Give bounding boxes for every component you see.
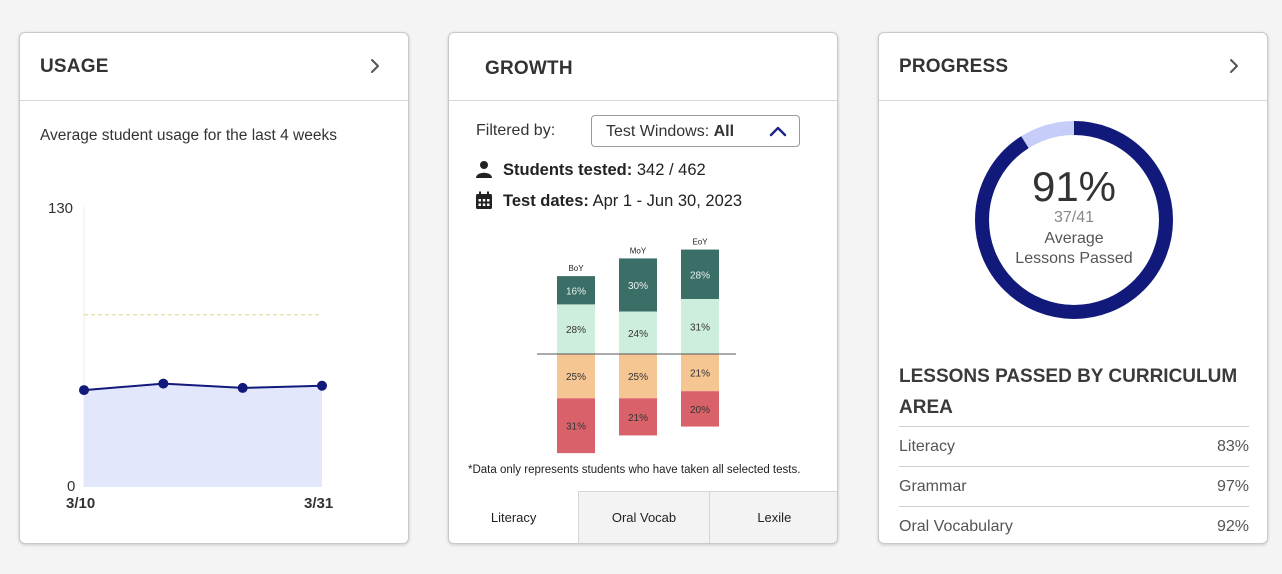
area-name: Oral Vocabulary [899, 517, 1013, 535]
bar-data-label: 28% [690, 270, 710, 281]
usage-data-point [158, 378, 169, 389]
lessons-by-area-title: LESSONS PASSED BY CURRICULUM AREA [899, 366, 1238, 418]
bar-data-label: 20% [690, 405, 710, 416]
lessons-passed-ring [975, 121, 1173, 319]
progress-card: PROGRESS 91% 37/41 Average Lessons Passe… [878, 32, 1268, 544]
bar-data-label: 21% [690, 369, 710, 380]
table-row: Grammar 97% [899, 466, 1249, 506]
chevron-right-icon[interactable] [1223, 55, 1245, 77]
filter-label: Filtered by: [476, 122, 556, 139]
bar-data-label: 16% [566, 286, 586, 297]
usage-data-point [317, 380, 327, 391]
ring-progress [975, 121, 1173, 319]
data-note: *Data only represents students who have … [468, 464, 801, 476]
usage-series-line [83, 382, 323, 392]
ring-label-line1: Average [1044, 230, 1104, 247]
person-icon [476, 161, 492, 178]
filter-name: Test Windows: [606, 123, 710, 140]
bar-data-label: 21% [628, 413, 648, 424]
bar-category-label: BoY [568, 264, 584, 273]
area-name: Grammar [899, 477, 967, 495]
bar-segment [681, 299, 719, 354]
usage-data-point [237, 382, 248, 393]
usage-area-chart: 130 0 3/10 3/31 [48, 200, 333, 512]
bar-segment [681, 354, 719, 392]
bar-segment [619, 258, 657, 312]
bar-segment [619, 311, 657, 354]
table-row: Literacy 83% [899, 426, 1249, 466]
students-tested-row: Students tested: 342 / 462 [475, 160, 706, 180]
bar-data-label: 31% [690, 323, 710, 334]
bar-data-label: 25% [628, 372, 648, 383]
usage-card: USAGE Average student usage for the last… [19, 32, 409, 544]
bar-segment [681, 249, 719, 300]
test-windows-dropdown[interactable]: Test Windows: All [591, 115, 800, 147]
growth-stacked-bar-chart: 16% 28% 25% 31% BoY 30% 24% 25% 21% MoY 28% 31% 21% 2… [537, 238, 736, 454]
lessons-passed-fraction: 37/41 [1053, 209, 1095, 226]
area-value: 97% [1216, 477, 1249, 495]
tab-lexile[interactable]: Lexile [708, 491, 837, 543]
test-dates-label: Test dates: [503, 192, 589, 210]
bar-segment [557, 398, 595, 454]
bar-category-label: EoY [692, 238, 708, 247]
bar-segment [681, 391, 719, 427]
filter-value: All [713, 123, 735, 140]
calendar-icon [476, 191, 492, 209]
chevron-right-icon[interactable] [364, 55, 386, 77]
growth-title: GROWTH [485, 58, 573, 79]
usage-subtitle: Average student usage for the last 4 wee… [40, 127, 337, 144]
bar-segment [557, 304, 595, 354]
bar-segment [619, 398, 657, 436]
usage-y-tick-min: 0 [67, 478, 75, 495]
bar-segment [557, 276, 595, 305]
students-tested-value: 342 / 462 [636, 161, 706, 179]
bar-segment [557, 354, 595, 399]
progress-title: PROGRESS [899, 56, 1009, 77]
bar-segment [619, 354, 657, 399]
bar-data-label: 28% [566, 325, 586, 336]
usage-area-fill [84, 383, 322, 487]
usage-title: USAGE [40, 56, 109, 77]
bar-data-label: 31% [566, 422, 586, 433]
bar-data-label: 30% [628, 281, 648, 292]
tab-literacy[interactable]: Literacy [449, 491, 579, 543]
area-value: 92% [1216, 517, 1249, 535]
usage-data-point [79, 385, 89, 396]
lessons-by-area-table: Literacy 83% Grammar 97% Oral Vocabulary 92… [899, 426, 1249, 543]
bar-category-label: MoY [630, 246, 647, 255]
table-row: Oral Vocabulary 92% [899, 506, 1249, 543]
growth-header: GROWTH [449, 33, 837, 101]
growth-card: GROWTH Filtered by: Test Windows: All St… [448, 32, 838, 544]
test-dates-value: Apr 1 - Jun 30, 2023 [592, 192, 743, 210]
usage-x-tick-start: 3/10 [66, 495, 95, 512]
area-value: 83% [1216, 437, 1249, 455]
area-name: Literacy [899, 437, 956, 455]
lessons-passed-percent: 91% [1031, 163, 1117, 210]
ring-label-line2: Lessons Passed [1015, 250, 1133, 267]
test-dates-row: Test dates: Apr 1 - Jun 30, 2023 [475, 191, 742, 211]
growth-tabs: Literacy Oral Vocab Lexile [449, 491, 837, 543]
chevron-up-icon [769, 126, 787, 137]
progress-header[interactable]: PROGRESS [879, 33, 1267, 101]
students-tested-label: Students tested: [503, 161, 633, 179]
usage-y-tick-max: 130 [48, 200, 73, 217]
bar-data-label: 24% [628, 329, 648, 340]
usage-header[interactable]: USAGE [20, 33, 408, 101]
tab-oral-vocab[interactable]: Oral Vocab [578, 491, 709, 543]
usage-x-tick-end: 3/31 [304, 495, 333, 512]
bar-data-label: 25% [566, 372, 586, 383]
